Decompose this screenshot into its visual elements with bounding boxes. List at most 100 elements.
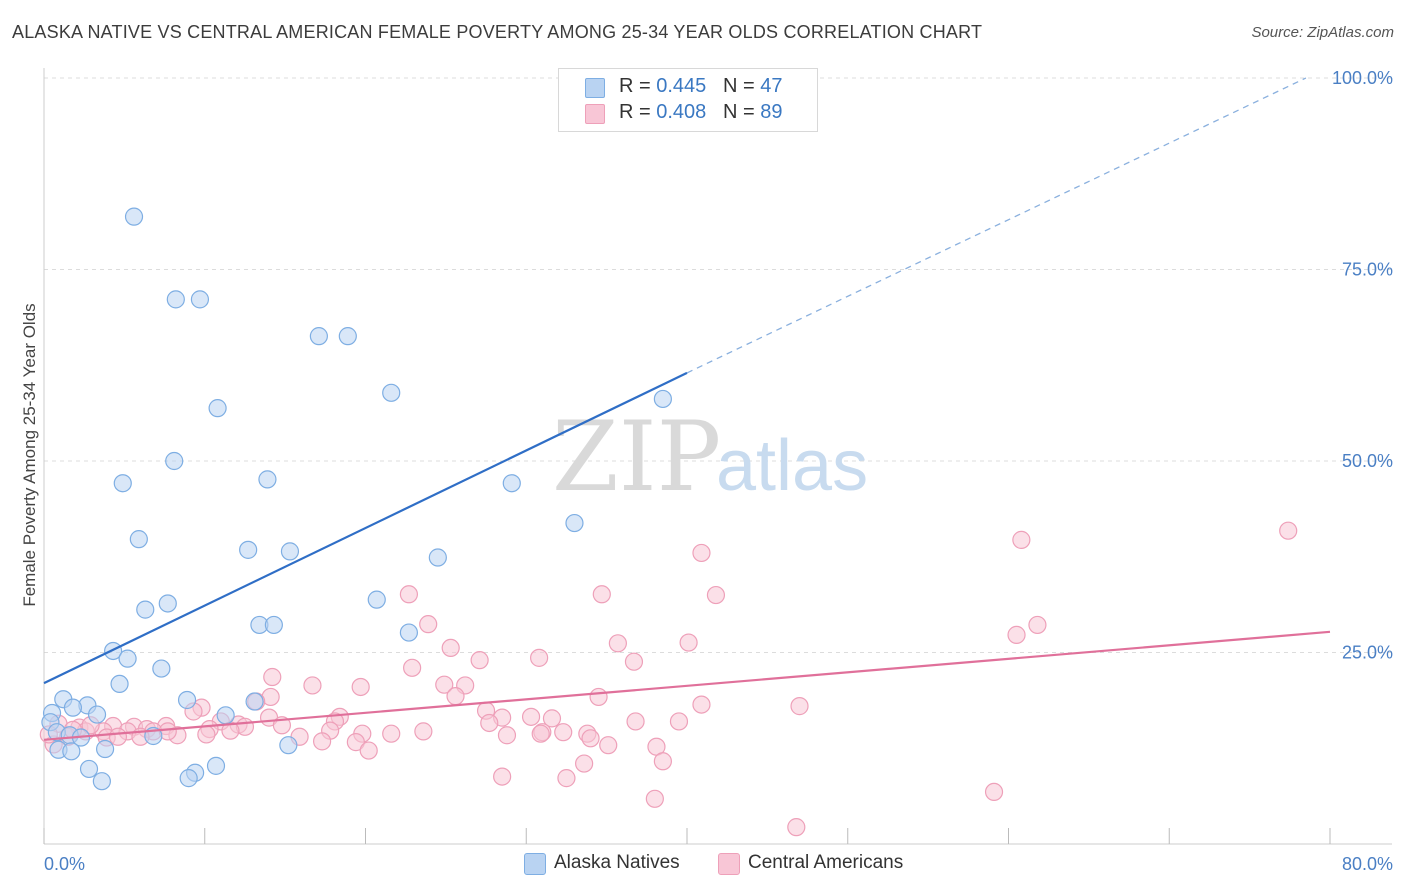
central-americans-point (645, 789, 664, 808)
central-americans-point (679, 633, 698, 652)
central-americans-point (669, 712, 689, 731)
central-americans-point (414, 722, 433, 741)
alaska-natives-point (110, 674, 129, 694)
central-americans-point (197, 725, 216, 744)
alaska-natives-point (179, 769, 198, 788)
central-americans-point (521, 707, 541, 726)
central-americans-point (706, 585, 726, 605)
alaska-natives-point (399, 623, 419, 642)
alaska-natives-point (113, 474, 132, 493)
central-americans-point (542, 709, 562, 728)
alaska-legend-label: Alaska Natives (554, 852, 680, 873)
alaska-natives-point (208, 399, 227, 418)
chart-title: ALASKA NATIVE VS CENTRAL AMERICAN FEMALE… (12, 22, 983, 42)
central-americans-point (1007, 625, 1026, 644)
central-americans-point (984, 782, 1004, 802)
y-tick-label: 50.0% (1342, 451, 1393, 471)
alaska-natives-point (79, 759, 99, 779)
central-americans-point (589, 687, 608, 707)
central-americans-point (531, 724, 550, 743)
r-value-alaska: 0.445 (656, 75, 707, 97)
central-americans-point (1279, 521, 1298, 540)
grid-lines (44, 77, 1392, 653)
central-americans-point (470, 651, 489, 670)
alaska-natives-point (653, 389, 672, 409)
central-americans-point (446, 687, 465, 706)
central-americans-point (692, 543, 711, 563)
alaska-natives-point (177, 690, 197, 710)
alaska-natives-point (136, 600, 155, 619)
alaska-natives-point (264, 615, 283, 635)
alaska-swatch (585, 78, 605, 98)
central-americans-point (346, 733, 365, 752)
central-trend-line (43, 630, 1331, 741)
alaska-natives-point (63, 698, 83, 717)
alaska-natives-point (166, 290, 185, 309)
alaska-natives-point (92, 772, 111, 791)
central-americans-point (497, 726, 517, 745)
n-value-central: 89 (760, 101, 783, 123)
central-americans-point (312, 732, 332, 751)
alaska-natives-point (258, 470, 277, 489)
alaska-natives-point (338, 327, 357, 346)
alaska-natives-point (309, 327, 328, 346)
watermark-atlas: atlas (716, 426, 868, 506)
central-americans-point (359, 741, 378, 760)
central-americans-point (692, 695, 711, 714)
central-americans-point (787, 818, 806, 837)
central-americans-point (626, 712, 645, 731)
alaska-trend-line (43, 371, 688, 685)
central-americans-point (575, 754, 594, 773)
alaska-legend-swatch (524, 853, 546, 875)
central-americans-point (790, 697, 809, 716)
central-americans-point (382, 724, 401, 743)
alaska-natives-point (382, 383, 401, 402)
central-americans-points (39, 521, 1298, 837)
central-americans-point (419, 615, 438, 634)
watermark: ZIP atlas (552, 401, 868, 513)
r-label: R = (619, 101, 651, 123)
x-tick-label: 80.0% (1342, 854, 1393, 874)
n-value-alaska: 47 (760, 75, 783, 97)
alaska-natives-point (280, 542, 300, 561)
central-americans-point (608, 634, 627, 653)
central-americans-point (263, 667, 282, 687)
r-value-central: 0.408 (656, 101, 707, 123)
central-americans-point (653, 752, 672, 771)
r-label: R = (619, 75, 651, 97)
alaska-natives-point (129, 530, 148, 549)
central-americans-point (554, 723, 573, 742)
alaska-natives-point (62, 742, 81, 761)
alaska-natives-point (165, 451, 184, 471)
alaska-natives-point (502, 474, 521, 493)
correlation-legend: R = 0.445 N = 47 R = 0.408 N = 89 (558, 68, 818, 132)
alaska-natives-point (216, 706, 235, 725)
alaska-natives-point (152, 659, 171, 678)
alaska-natives-point (206, 756, 226, 775)
central-americans-point (1012, 530, 1031, 549)
central-americans-point (493, 767, 512, 786)
alaska-natives-point (565, 513, 584, 533)
central-legend-label: Central Americans (748, 852, 904, 873)
central-americans-point (624, 652, 644, 671)
alaska-natives-point (239, 540, 258, 559)
central-americans-point (581, 729, 600, 748)
alaska-natives-point (190, 290, 210, 309)
n-label: N = (722, 75, 755, 97)
alaska-natives-point (367, 590, 386, 609)
central-americans-point (530, 648, 549, 667)
central-americans-point (435, 675, 454, 694)
central-americans-point (557, 769, 576, 788)
alaska-natives-point (118, 649, 137, 668)
central-americans-point (592, 585, 611, 604)
central-legend-swatch (718, 853, 740, 875)
alaska-natives-point (245, 692, 264, 711)
n-label: N = (722, 101, 755, 123)
alaska-natives-point (124, 207, 144, 226)
alaska-trend-extension (686, 77, 1307, 374)
central-americans-point (303, 676, 322, 695)
central-americans-point (480, 713, 499, 733)
alaska-natives-points (41, 207, 672, 791)
y-tick-label: 25.0% (1342, 643, 1393, 663)
